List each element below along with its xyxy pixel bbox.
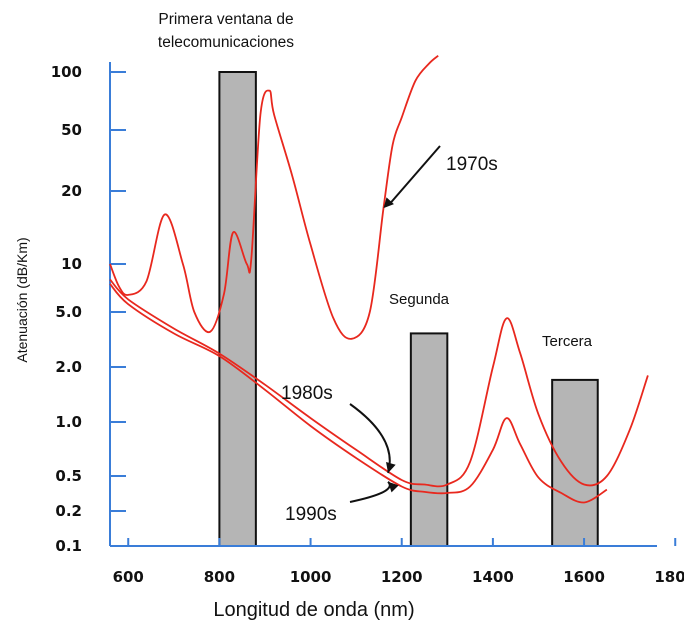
window-label-3-line-1: Tercera [542,333,593,350]
y-tick-label-0-2: 0.2 [55,502,82,520]
x-tick-label-1800: 1800 [654,568,684,586]
annotation-arrow-1970s [388,145,441,205]
annotation-1970s: 1970s [446,154,498,175]
window-label-2-line-1: Segunda [389,291,450,308]
x-tick-label-600: 600 [113,568,144,586]
x-tick-label-1200: 1200 [381,568,423,586]
attenuation-curves [109,55,649,504]
window-bar-2 [409,332,449,547]
annotation-1990s: 1990s [285,504,337,525]
window-label-1-line-2: telecomunicaciones [158,34,294,51]
annotation-arrow-1980s [349,403,391,474]
window-labels: Primera ventana de telecomunicaciones Segu… [158,11,593,350]
curve-annotations: 1970s 1980s 1990s [281,145,498,525]
y-tick-label-10: 10 [61,255,82,273]
y-tick-label-0-5: 0.5 [55,467,82,485]
y-tick-label-2-0: 2.0 [55,358,82,376]
window-bar-3 [551,378,599,548]
annotation-arrowhead-1970s [383,197,394,209]
x-tick-label-1400: 1400 [472,568,514,586]
chart-axes [109,62,657,547]
curve-1980s [109,278,649,488]
y-axis-ticks: 100 50 20 10 5.0 2.0 1.0 0.5 0.2 0.1 [51,63,126,555]
x-tick-label-1000: 1000 [290,568,332,586]
curve-1990s [109,283,608,504]
window-bar-1 [218,71,257,547]
x-tick-label-800: 800 [204,568,235,586]
y-tick-label-5-0: 5.0 [55,303,82,321]
x-tick-label-1600: 1600 [563,568,605,586]
annotation-arrow-1990s [349,481,391,503]
y-tick-label-20: 20 [61,182,82,200]
x-axis-ticks: 600 800 1000 1200 1400 1600 1800 [113,538,684,586]
y-tick-label-0-1: 0.1 [55,537,82,555]
annotation-arrowhead-1990s [388,481,399,493]
annotation-1980s: 1980s [281,383,333,404]
x-axis-title: Longitud de onda (nm) [213,599,414,621]
annotation-arrowhead-1980s [386,461,396,473]
window-label-1-line-1: Primera ventana de [158,11,293,28]
y-tick-label-1-0: 1.0 [55,413,82,431]
y-tick-label-100: 100 [51,63,82,81]
transmission-windows [218,71,599,548]
y-axis-title: Atenuación (dB/Km) [14,237,30,362]
y-tick-label-50: 50 [61,121,82,139]
curve-1970s [109,55,439,340]
